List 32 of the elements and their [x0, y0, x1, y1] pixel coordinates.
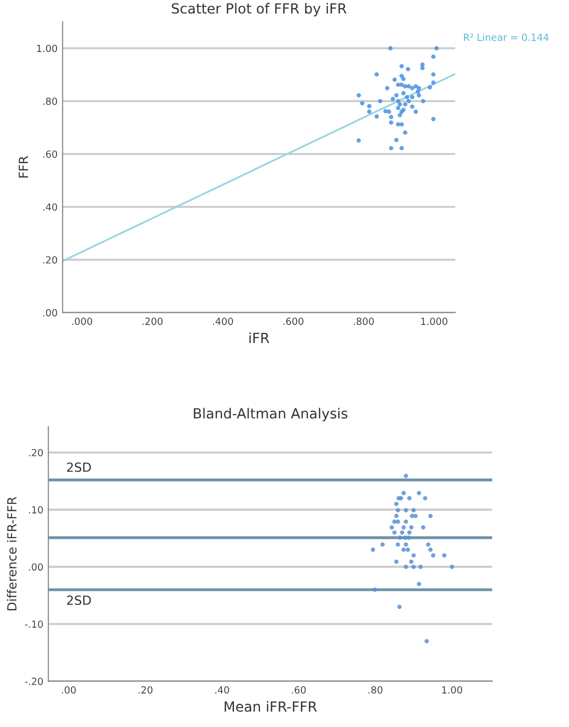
y-tick-label: .00 [29, 563, 43, 571]
y-tick-label: .00 [43, 309, 58, 316]
x-tick-label: .20 [138, 686, 152, 694]
x-tick-label: .00 [62, 686, 76, 694]
y-tick-label: 1.00 [37, 44, 58, 52]
y-tick-label: .10 [29, 506, 43, 514]
chart-title: Bland-Altman Analysis [194, 408, 348, 422]
x-tick-label: 1.00 [442, 686, 462, 694]
y-tick-label: -.20 [25, 678, 43, 686]
ref-line-label: 2SD [67, 595, 91, 605]
y-tick-label: .20 [43, 256, 58, 264]
x-tick-label: .200 [142, 318, 163, 325]
y-tick-label: -.10 [25, 620, 43, 628]
y-tick-label: .20 [29, 448, 43, 456]
x-tick-label: .60 [292, 686, 306, 694]
y-axis-title: FFR [18, 156, 28, 178]
x-tick-label: .80 [368, 686, 382, 694]
chart-title: Scatter Plot of FFR by iFR [172, 2, 346, 16]
x-tick-label: .800 [354, 318, 374, 325]
x-tick-label: .000 [72, 318, 92, 325]
x-axis-title: Mean iFR-FFR [224, 701, 317, 712]
x-tick-label: .40 [215, 686, 230, 694]
x-tick-label: .400 [213, 318, 233, 325]
y-tick-label: .80 [43, 98, 58, 105]
ref-line-label: 2SD [67, 462, 91, 472]
text: R² Linear = 0.144 [464, 33, 549, 41]
y-axis-title: Difference iFR-FFR [6, 496, 17, 610]
y-tick-label: .60 [43, 150, 58, 158]
y-tick-label: .40 [43, 203, 58, 211]
x-axis-title: iFR [249, 332, 270, 343]
x-tick-label: .600 [283, 318, 304, 325]
x-tick-label: 1.000 [421, 318, 448, 325]
